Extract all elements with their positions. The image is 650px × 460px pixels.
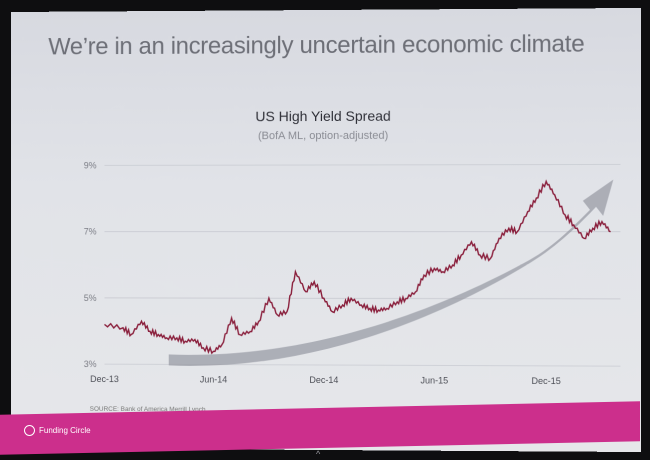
caret-up-icon: ^	[316, 449, 320, 459]
trend-arrow	[169, 180, 614, 368]
presentation-slide: We’re in an increasingly uncertain econo…	[11, 8, 641, 452]
grid-line	[104, 298, 620, 299]
chart-area: 9% 7% 5% 3% Dec-13 Jun-14 Dec-14 Jun-15 Dec-15	[11, 8, 641, 452]
y-tick-label: 5%	[84, 293, 97, 303]
y-tick-label: 7%	[84, 227, 97, 237]
x-tick-label: Jun-14	[200, 374, 227, 384]
grid-line	[104, 164, 620, 165]
y-tick-label: 3%	[84, 359, 97, 369]
x-tick-label: Dec-13	[90, 374, 119, 384]
x-tick-label: Jun-15	[421, 375, 449, 385]
x-tick-label: Dec-15	[531, 376, 560, 386]
x-tick-labels: Dec-13 Jun-14 Dec-14 Jun-15 Dec-15	[90, 374, 561, 386]
series-line	[104, 181, 610, 354]
funding-circle-logo-icon	[24, 425, 35, 436]
brand-logo: Funding Circle	[24, 425, 91, 436]
x-tick-label: Dec-14	[309, 375, 338, 385]
y-tick-label: 9%	[84, 160, 97, 170]
brand-name: Funding Circle	[39, 426, 91, 435]
y-tick-labels: 9% 7% 5% 3%	[84, 160, 97, 369]
